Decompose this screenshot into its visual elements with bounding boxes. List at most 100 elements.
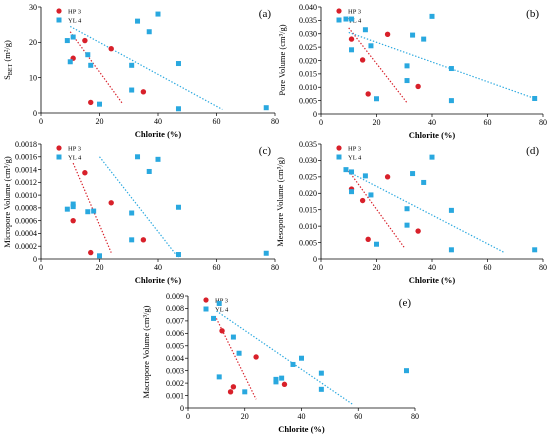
x-tick-label: 40 — [428, 263, 436, 272]
data-point-yl4 — [129, 87, 135, 93]
y-tick-label: 0.009 — [166, 292, 184, 301]
legend-marker-yl4 — [336, 154, 342, 160]
y-tick-label: 0 — [180, 404, 184, 413]
legend-marker-yl4 — [56, 154, 62, 160]
legend-marker-yl4 — [56, 17, 62, 23]
data-point-yl4 — [421, 36, 427, 42]
legend-marker-yl4 — [203, 306, 209, 312]
y-tick-label: 0.035 — [299, 140, 317, 149]
y-tick-label: 0.030 — [299, 156, 317, 165]
x-tick-label: 40 — [298, 412, 306, 421]
data-point-yl4 — [368, 192, 374, 198]
data-point-hp3 — [384, 174, 391, 180]
y-tick-label: 0.0018 — [15, 140, 37, 149]
data-point-yl4 — [368, 43, 374, 49]
y-tick-label: 0.025 — [299, 43, 317, 52]
data-point-yl4 — [70, 201, 76, 207]
y-tick-label: 0.040 — [299, 3, 317, 12]
x-tick-label: 60 — [213, 117, 221, 126]
data-point-yl4 — [448, 247, 454, 253]
x-axis-label: Chlorite (%) — [135, 129, 182, 139]
plot-group: 0 20 40 60 80 0 0.005 0.010 0.015 0.020 0.025 0.030… — [275, 140, 547, 285]
x-tick-label: 20 — [241, 412, 249, 421]
y-tick-label: 0.005 — [166, 342, 184, 351]
data-point-hp3 — [253, 354, 259, 360]
legend-marker-hp3 — [203, 297, 209, 303]
data-point-yl4 — [64, 206, 70, 212]
data-point-yl4 — [175, 61, 181, 67]
legend-marker-hp3 — [336, 145, 342, 151]
data-point-yl4 — [129, 210, 135, 216]
data-point-hp3 — [140, 237, 147, 243]
data-point-yl4 — [67, 59, 73, 65]
trend-line-yl4 — [99, 156, 179, 259]
y-tick-label: 0.0004 — [15, 229, 37, 238]
data-point-yl4 — [374, 241, 379, 247]
x-axis-label: Chlorite (%) — [409, 275, 456, 285]
y-tick-label: 10 — [29, 73, 37, 82]
data-point-yl4 — [155, 156, 161, 162]
data-point-yl4 — [263, 250, 269, 256]
data-point-yl4 — [404, 222, 410, 228]
x-tick-label: 0 — [319, 263, 323, 272]
data-point-hp3 — [365, 236, 371, 242]
data-point-yl4 — [88, 62, 94, 68]
panel-label: (c) — [259, 145, 272, 157]
data-point-yl4 — [129, 237, 135, 243]
y-tick-label: 0.0010 — [15, 191, 37, 200]
data-point-hp3 — [108, 45, 114, 52]
data-point-yl4 — [532, 95, 538, 101]
y-tick-label: 0.003 — [166, 366, 184, 375]
x-axis-label: Chlorite (%) — [135, 275, 182, 285]
data-point-yl4 — [279, 375, 285, 381]
y-tick-label: 0 — [33, 109, 37, 118]
y-axis-label: Pore Volume (cm³/g) — [277, 24, 287, 95]
data-point-hp3 — [108, 200, 114, 206]
y-tick-label: 0.006 — [166, 329, 184, 338]
data-point-hp3 — [384, 31, 391, 37]
x-tick-label: 80 — [539, 263, 547, 272]
data-point-hp3 — [88, 99, 94, 106]
data-point-yl4 — [146, 29, 152, 35]
data-point-yl4 — [91, 208, 97, 214]
x-tick-label: 20 — [373, 263, 381, 272]
trend-line-yl4 — [348, 31, 535, 100]
data-point-yl4 — [410, 32, 416, 38]
x-tick-label: 80 — [271, 117, 279, 126]
data-point-yl4 — [146, 168, 152, 174]
y-tick-label: 0.015 — [299, 206, 317, 215]
y-tick-label: 0.004 — [166, 354, 184, 363]
data-point-hp3 — [88, 249, 94, 256]
trend-line-yl4 — [348, 171, 505, 253]
data-point-hp3 — [82, 170, 88, 176]
x-tick-label: 60 — [213, 263, 221, 272]
y-tick-label: 0.007 — [166, 317, 184, 326]
x-tick-label: 80 — [271, 263, 279, 272]
y-tick-label: 0.020 — [299, 189, 317, 198]
plot-group: 0 20 40 60 80 0 10 20 30 Chlorite (%) SBET (m²/g) (… — [2, 3, 279, 139]
data-point-yl4 — [429, 13, 435, 19]
legend-label-yl4: YL 4 — [348, 154, 362, 161]
data-point-yl4 — [135, 154, 141, 160]
panel-label: (b) — [526, 8, 539, 20]
data-point-yl4 — [216, 374, 222, 380]
x-tick-label: 0 — [319, 118, 323, 127]
y-tick-label: 0.005 — [299, 96, 317, 105]
x-tick-label: 40 — [428, 118, 436, 127]
legend-label-yl4: YL 4 — [348, 17, 362, 24]
y-tick-label: 20 — [29, 38, 37, 47]
data-point-yl4 — [318, 386, 324, 392]
data-point-hp3 — [219, 328, 225, 334]
data-point-yl4 — [175, 106, 181, 112]
panel-label: (e) — [399, 297, 412, 309]
data-point-hp3 — [359, 57, 366, 63]
y-tick-label: 0.0014 — [15, 165, 37, 174]
data-point-yl4 — [175, 204, 181, 210]
data-point-hp3 — [415, 83, 421, 90]
data-point-yl4 — [97, 253, 102, 259]
data-point-yl4 — [70, 34, 76, 40]
data-point-hp3 — [140, 89, 147, 95]
y-axis-label: Mesopore Volume (cm³/g) — [275, 157, 285, 247]
data-point-yl4 — [236, 350, 242, 356]
